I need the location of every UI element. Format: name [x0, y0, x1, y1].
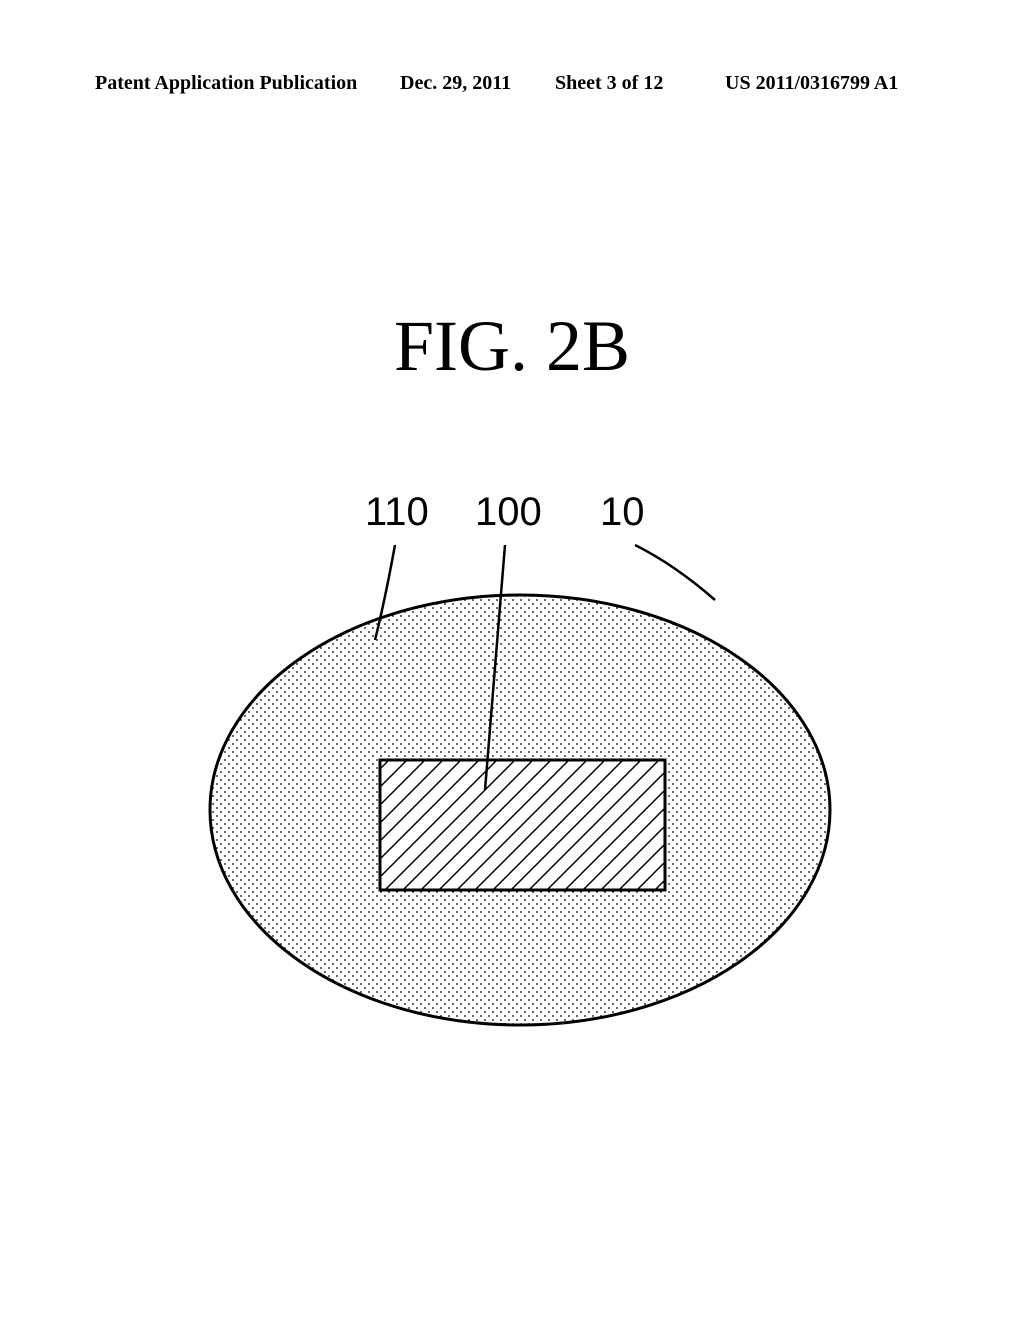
leader-10: [635, 545, 715, 600]
label-10: 10: [600, 490, 645, 535]
figure-diagram: 110 100 10: [175, 470, 865, 1030]
page: Patent Application Publication Dec. 29, …: [0, 0, 1024, 1320]
header-docnum: US 2011/0316799 A1: [725, 72, 898, 95]
label-100: 100: [475, 490, 542, 535]
header-sheet: Sheet 3 of 12: [555, 72, 663, 95]
header-date: Dec. 29, 2011: [400, 72, 511, 95]
header-publication: Patent Application Publication: [95, 72, 357, 95]
diagram-svg: [175, 470, 865, 1030]
label-110: 110: [365, 490, 429, 535]
figure-title: FIG. 2B: [0, 305, 1024, 388]
inner-rect: [380, 760, 665, 890]
